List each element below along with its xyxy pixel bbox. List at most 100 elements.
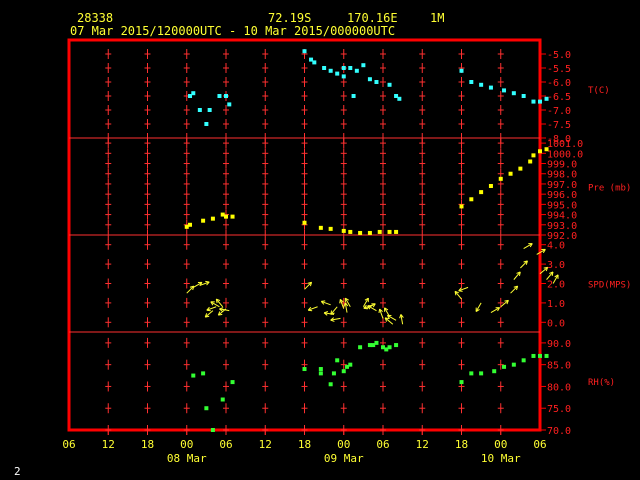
wind-arrow-head (384, 307, 389, 311)
data-point (367, 77, 372, 82)
data-point (335, 71, 340, 76)
data-point (197, 108, 202, 112)
data-point (358, 345, 363, 350)
data-point (528, 159, 533, 164)
wind-arrow-head (219, 307, 224, 310)
data-point (511, 91, 516, 96)
data-point (518, 166, 523, 171)
x-tick-label: 18 (455, 438, 468, 451)
data-point (348, 66, 353, 70)
wind-arrow (186, 285, 195, 294)
panel-label: Pre (mb) (588, 184, 631, 194)
wind-arrow-head (513, 285, 518, 288)
wind-arrow (510, 285, 518, 294)
date-label: 10 Mar (481, 452, 521, 465)
y-tick-label: 1001.0 (547, 139, 583, 150)
data-point (220, 212, 225, 217)
data-point (459, 204, 464, 209)
wind-arrow-head (529, 243, 533, 248)
y-tick-label: 75.0 (547, 404, 571, 415)
panel-label: RH(%) (588, 378, 615, 388)
wind-arrow-head (206, 306, 210, 311)
data-point (302, 49, 307, 54)
data-point (201, 371, 206, 376)
wind-arrow (330, 306, 338, 315)
y-tick-label: 70.0 (547, 426, 571, 437)
data-point (479, 82, 484, 87)
data-point (230, 380, 235, 385)
data-point (397, 96, 402, 101)
data-point (531, 153, 536, 158)
data-point (309, 57, 314, 62)
y-tick-label: 0.0 (547, 318, 565, 329)
data-point (459, 380, 464, 385)
wind-arrow (536, 248, 546, 255)
data-point (312, 60, 317, 65)
y-tick-label: 1000.0 (547, 149, 583, 160)
data-point (498, 176, 503, 181)
wind-arrow-head (330, 310, 333, 315)
data-point (521, 358, 526, 363)
data-point (538, 353, 542, 358)
data-point (191, 91, 196, 96)
y-tick-label: 994.0 (547, 211, 577, 222)
wind-arrow-head (554, 274, 559, 278)
panel-label: SPD(MPS) (588, 281, 631, 291)
data-point (230, 214, 235, 219)
data-point (531, 353, 536, 358)
wind-arrow-head (320, 301, 325, 305)
wind-arrow (362, 297, 369, 308)
wind-arrow (344, 297, 351, 308)
data-point (488, 85, 493, 90)
data-point (502, 88, 507, 93)
y-tick-label: -5.5 (547, 64, 571, 75)
wind-arrow-head (378, 308, 381, 314)
wind-arrow-head (216, 298, 221, 302)
data-point (387, 229, 392, 234)
data-point (387, 82, 392, 87)
y-tick-label: 3.0 (547, 260, 565, 271)
wind-arrow-head (367, 305, 371, 310)
wind-arrow (367, 305, 377, 312)
wind-arrow-head (516, 285, 519, 291)
y-tick-label: 993.0 (547, 221, 577, 232)
wind-arrow-head (339, 298, 344, 303)
y-tick-label: 80.0 (547, 382, 571, 393)
data-point (508, 171, 513, 176)
data-point (188, 222, 193, 227)
wind-arrow (523, 243, 533, 250)
wind-arrow-head (205, 280, 210, 283)
data-point (361, 63, 366, 68)
data-point (341, 228, 346, 233)
data-point (371, 343, 376, 348)
data-point (544, 353, 549, 358)
wind-arrow-head (204, 313, 208, 318)
wind-arrow-head (345, 297, 349, 301)
wind-arrow-head (218, 313, 223, 316)
wind-arrow-head (379, 308, 383, 313)
data-point (459, 68, 464, 73)
data-point (318, 367, 323, 372)
data-point (394, 94, 399, 98)
wind-arrow-head (384, 317, 388, 322)
y-tick-label: 999.0 (547, 160, 577, 171)
data-point (502, 364, 507, 369)
data-point (479, 371, 484, 376)
x-tick-label: 00 (180, 438, 193, 451)
wind-arrow (458, 286, 469, 292)
data-point (492, 369, 497, 374)
wind-arrow-head (307, 306, 312, 311)
wind-arrow-head (386, 315, 390, 320)
x-tick-label: 06 (219, 438, 232, 451)
data-point (335, 358, 340, 363)
y-tick-label: 996.0 (547, 190, 577, 201)
data-point (384, 347, 389, 352)
x-tick-label: 06 (376, 438, 389, 451)
data-point (394, 343, 399, 348)
wind-arrow-head (330, 317, 335, 321)
data-point (184, 224, 189, 229)
data-point (345, 364, 350, 369)
y-tick-label: 90.0 (547, 339, 571, 350)
y-tick-label: -6.0 (547, 78, 571, 89)
x-tick-label: 06 (533, 438, 546, 451)
